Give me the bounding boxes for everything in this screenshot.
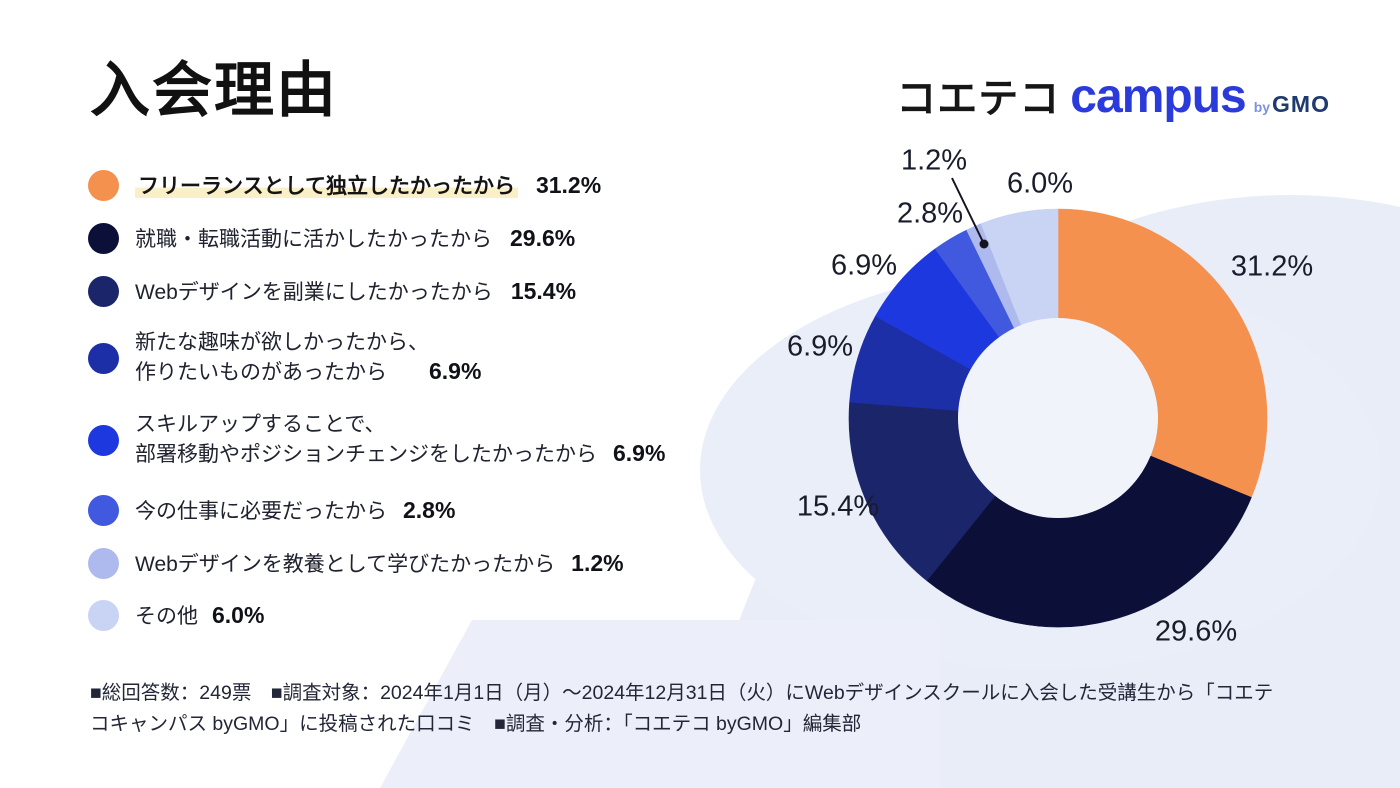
legend-label-text: スキルアップすることで、	[135, 413, 386, 436]
legend-item-7: Webデザインを教養として学びたかったから 1.2%	[88, 548, 748, 579]
legend-label-8: その他 6.0%	[135, 601, 264, 631]
legend-item-6: 今の仕事に必要だったから 2.8%	[88, 495, 748, 526]
legend-dot-2	[88, 223, 119, 254]
legend-dot-3	[88, 276, 119, 307]
legend-label-4: 新たな趣味が欲しかったから、 作りたいものがあったから 6.9%	[135, 329, 481, 387]
slice-value-label-2: 29.6%	[1154, 615, 1238, 648]
page-title: 入会理由	[90, 57, 338, 124]
slice-value-label-8: 6.0%	[1006, 167, 1074, 200]
slice-value-label-7: 1.2%	[900, 144, 968, 177]
legend-item-1: フリーランスとして独立したかったから 31.2%	[88, 170, 748, 201]
legend-label-text: Webデザインを副業にしたかったから	[135, 280, 493, 304]
legend-item-8: その他 6.0%	[88, 600, 748, 631]
slice-value-label-6: 2.8%	[896, 197, 964, 230]
logo-by-text: by	[1253, 99, 1271, 115]
logo-campus-text: campus	[1070, 70, 1246, 123]
slice-value-label-5: 6.9%	[830, 249, 898, 282]
legend-value-1: 31.2%	[535, 171, 602, 198]
legend-dot-4	[88, 342, 119, 374]
legend-value-7: 1.2%	[571, 549, 624, 576]
legend-label-text: 部署移動やポジションチェンジをしたかったから	[135, 443, 597, 466]
legend-value-2: 29.6%	[510, 224, 576, 251]
slice-value-label-3: 15.4%	[796, 490, 880, 523]
legend-label-text: 今の仕事に必要だったから	[135, 499, 387, 523]
legend-item-4: 新たな趣味が欲しかったから、 作りたいものがあったから 6.9%	[88, 329, 748, 387]
leader-line-slice-7	[951, 177, 985, 245]
background-blob-bottom	[380, 620, 940, 788]
legend-label-6: 今の仕事に必要だったから 2.8%	[135, 496, 455, 526]
brand-logo: コエテコ campus by GMO	[896, 66, 1330, 124]
legend-dot-7	[88, 548, 119, 579]
legend-value-3: 15.4%	[510, 277, 577, 304]
legend-label-text: Webデザインを教養として学びたかったから	[135, 552, 556, 576]
footnote-line-1: ■総回答数：249票 ■調査対象：2024年1月1日（月）～2024年12月31…	[90, 682, 1274, 704]
chart-legend: フリーランスとして独立したかったから 31.2% 就職・転職活動に活かしたかったから…	[88, 170, 748, 631]
legend-label-3: Webデザインを副業にしたかったから 15.4%	[135, 277, 576, 307]
legend-label-text: 就職・転職活動に活かしたかったから	[135, 227, 492, 251]
survey-footnote: ■総回答数：249票 ■調査対象：2024年1月1日（月）～2024年12月31…	[90, 678, 1320, 740]
donut-hole	[958, 318, 1158, 518]
legend-dot-1	[88, 170, 119, 201]
legend-value-8: 6.0%	[212, 601, 265, 628]
footnote-line-2: コキャンパス byGMO」に投稿された口コミ ■調査・分析：「コエテコ byGM…	[90, 712, 862, 735]
legend-label-7: Webデザインを教養として学びたかったから 1.2%	[135, 549, 624, 579]
legend-value-4: 6.9%	[429, 358, 482, 384]
legend-label-2: 就職・転職活動に活かしたかったから 29.6%	[135, 224, 575, 254]
legend-label-text: フリーランスとして独立したかったから	[135, 174, 518, 198]
slice-value-label-1: 31.2%	[1230, 250, 1314, 283]
legend-label-text: 新たな趣味が欲しかったから、	[135, 331, 429, 354]
legend-dot-5	[88, 424, 119, 456]
legend-label-text: 作りたいものがあったから	[135, 361, 387, 384]
legend-item-5: スキルアップすることで、部署移動やポジションチェンジをしたかったから 6.9%	[88, 411, 748, 469]
legend-item-2: 就職・転職活動に活かしたかったから 29.6%	[88, 223, 748, 254]
logo-gmo-text: GMO	[1272, 91, 1330, 117]
slice-value-label-4: 6.9%	[786, 330, 854, 363]
legend-item-3: Webデザインを副業にしたかったから 15.4%	[88, 276, 748, 307]
legend-label-1: フリーランスとして独立したかったから 31.2%	[135, 171, 601, 201]
legend-dot-6	[88, 495, 119, 526]
legend-label-text: その他	[135, 604, 198, 628]
leader-dot-slice-7	[979, 239, 989, 249]
legend-label-5: スキルアップすることで、部署移動やポジションチェンジをしたかったから 6.9%	[135, 411, 665, 469]
logo-koeteco-text: コエテコ	[896, 77, 1061, 121]
legend-dot-8	[88, 600, 119, 631]
legend-value-6: 2.8%	[403, 496, 456, 523]
legend-value-5: 6.9%	[613, 440, 666, 466]
